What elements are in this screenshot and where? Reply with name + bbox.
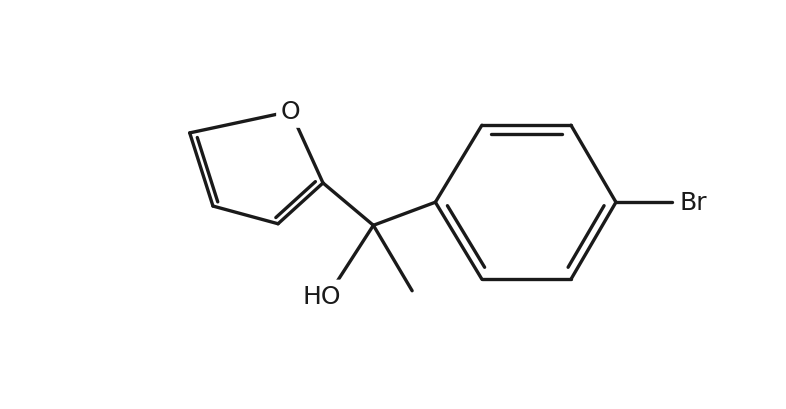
Text: HO: HO	[302, 284, 340, 308]
Text: O: O	[281, 100, 300, 124]
Text: Br: Br	[680, 191, 707, 215]
